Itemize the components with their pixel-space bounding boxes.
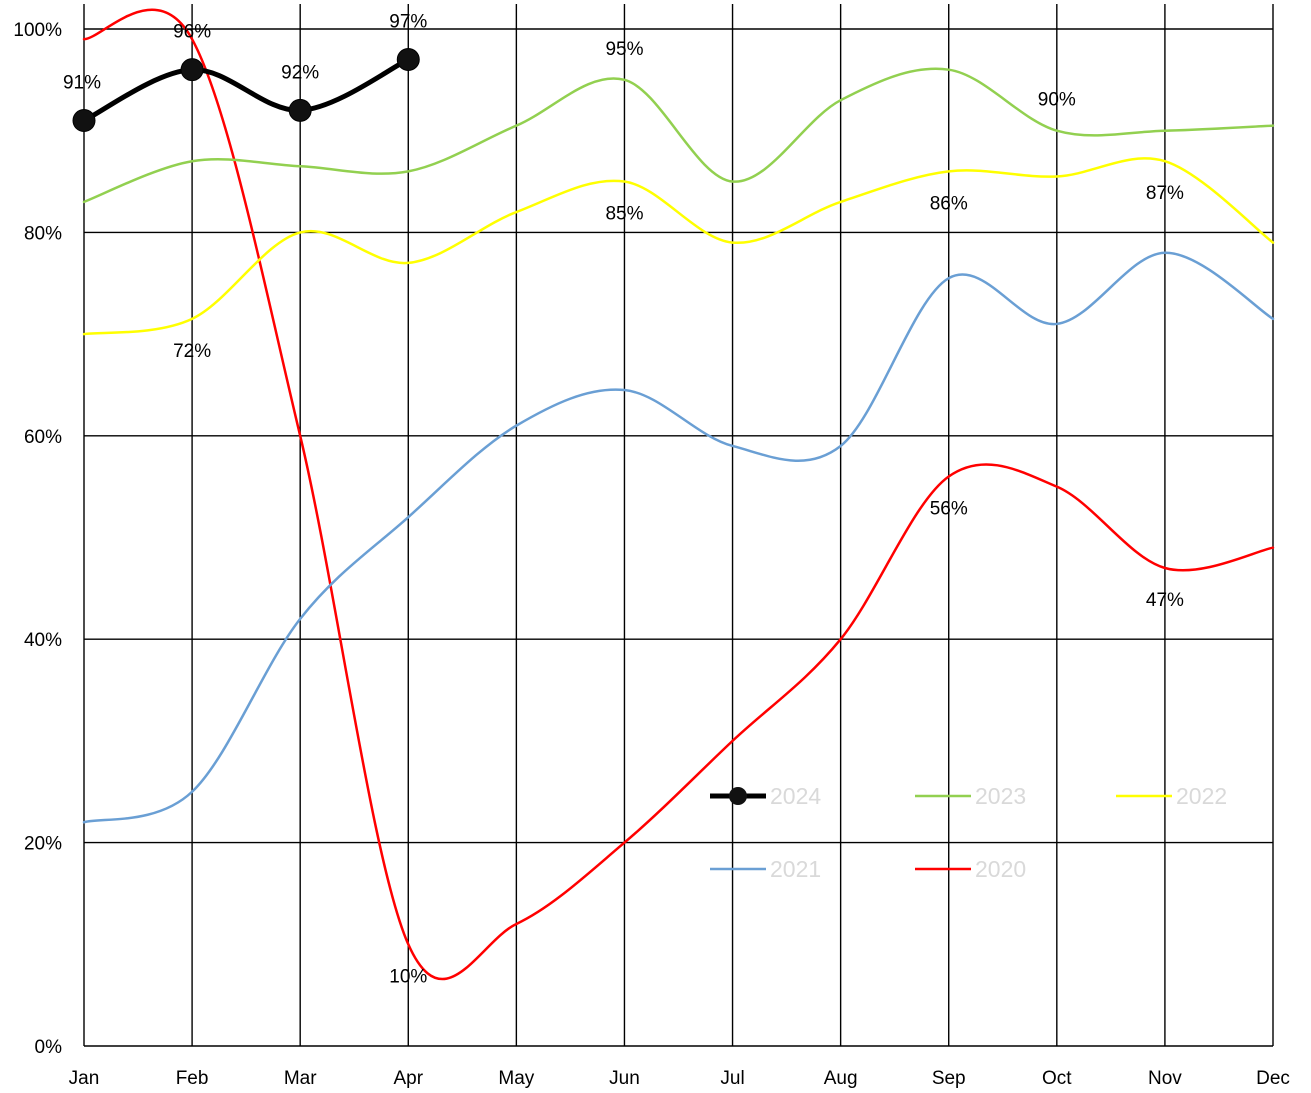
legend-marker-2024	[729, 787, 747, 805]
data-label-2020: 47%	[1146, 590, 1184, 611]
y-tick-label: 0%	[35, 1037, 63, 1058]
series-line-2021	[82, 251, 1275, 824]
y-tick-label: 60%	[24, 427, 62, 448]
marker-2024	[288, 98, 312, 122]
y-axis-tick-labels: 0% 20% 40% 60% 80% 100%	[13, 20, 62, 1058]
series-lines	[72, 8, 1275, 981]
gridlines	[83, 4, 1274, 1047]
x-tick-label: Oct	[1042, 1068, 1072, 1089]
x-tick-label: Jun	[609, 1068, 640, 1089]
y-tick-label: 100%	[13, 20, 62, 41]
data-label-2020: 56%	[930, 498, 968, 519]
x-tick-label: Jan	[69, 1068, 100, 1089]
series-line-2022	[82, 157, 1275, 336]
x-tick-label: Mar	[284, 1068, 317, 1089]
series-line-2024	[81, 57, 411, 124]
y-tick-label: 20%	[24, 834, 62, 855]
data-label-2022: 86%	[930, 193, 968, 214]
data-label-2023: 95%	[605, 39, 643, 60]
data-label-2024: 96%	[173, 22, 211, 43]
legend-label-2021: 2021	[770, 856, 821, 882]
y-tick-label: 80%	[24, 223, 62, 244]
data-label-2024: 97%	[389, 12, 427, 33]
x-tick-label: Feb	[176, 1068, 209, 1089]
marker-2024	[72, 109, 96, 133]
data-label-2022: 87%	[1146, 183, 1184, 204]
marker-2024	[180, 58, 204, 82]
data-label-2024: 92%	[281, 62, 319, 83]
data-label-2022: 72%	[173, 341, 211, 362]
marker-2024	[396, 48, 420, 72]
data-label-2022: 85%	[605, 204, 643, 225]
series-line-2023	[82, 67, 1275, 204]
y-tick-label: 40%	[24, 630, 62, 651]
x-tick-label: Aug	[824, 1068, 858, 1089]
x-tick-label: Jul	[720, 1068, 744, 1089]
x-tick-label: Dec	[1256, 1068, 1290, 1089]
data-label-2020: 10%	[389, 966, 427, 987]
data-labels: 91% 96% 92% 97% 95% 90% 72% 85% 86% 87% 10% 56% 47%	[63, 12, 1184, 988]
legend-label-2023: 2023	[975, 783, 1026, 809]
x-axis-tick-labels: Jan Feb Mar Apr May Jun Jul Aug Sep Oct Nov Dec	[69, 1068, 1290, 1089]
legend-label-2022: 2022	[1176, 783, 1227, 809]
legend: 2024 2023 2022 2021 2020	[710, 783, 1227, 882]
x-tick-label: Nov	[1148, 1068, 1182, 1089]
data-label-2024: 91%	[63, 73, 101, 94]
data-label-2023: 90%	[1038, 90, 1076, 111]
legend-label-2020: 2020	[975, 856, 1026, 882]
x-tick-label: Apr	[393, 1068, 423, 1089]
series-line-2020	[82, 8, 1275, 981]
x-tick-label: Sep	[932, 1068, 966, 1089]
x-tick-label: May	[498, 1068, 534, 1089]
legend-label-2024: 2024	[770, 783, 821, 809]
